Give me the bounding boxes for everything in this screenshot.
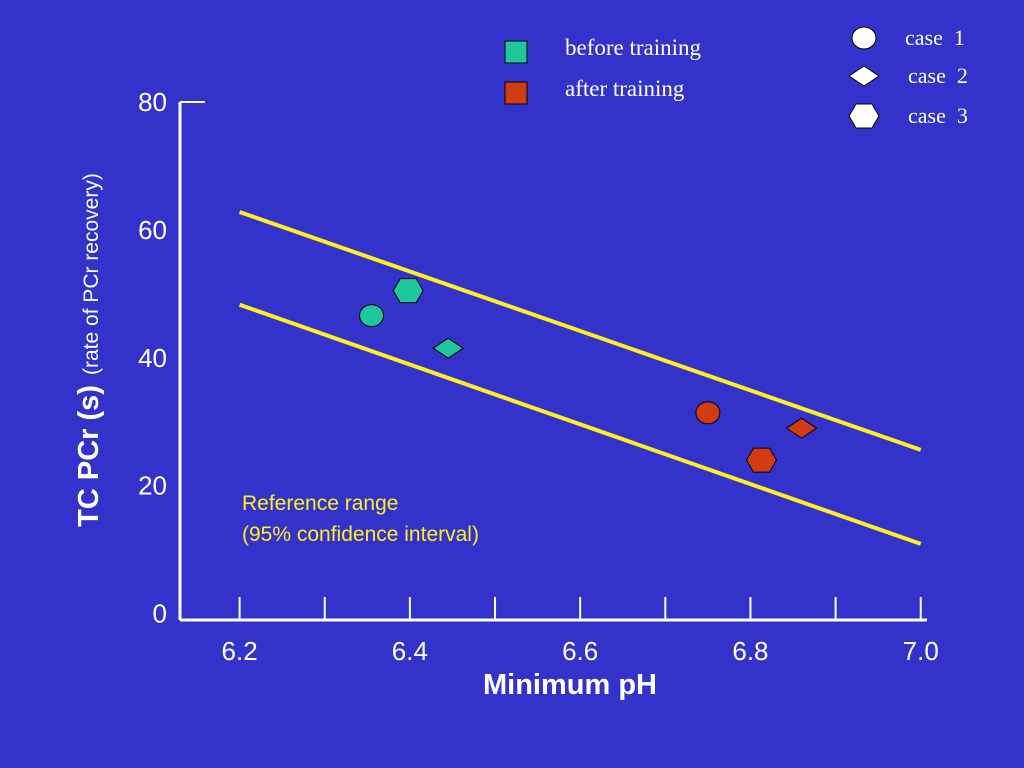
- legend-label: after training: [565, 76, 685, 101]
- y-axis-title: TC PCr (s): [73, 385, 105, 527]
- case-legend-marker: [851, 26, 877, 50]
- point: [745, 447, 778, 473]
- point: [785, 417, 818, 439]
- x-axis-label: Minimum pH: [483, 669, 657, 701]
- point: [359, 304, 385, 328]
- y-axis-subtitle: (rate of PCr recovery): [80, 173, 103, 375]
- point: [432, 337, 465, 359]
- legend-label: before training: [565, 35, 702, 60]
- x-tick-label: 6.4: [392, 636, 428, 666]
- point: [695, 401, 721, 425]
- legend-swatch: [504, 40, 528, 64]
- annotation: (95% confidence interval): [242, 523, 479, 546]
- case-legend-label: case 3: [908, 103, 968, 128]
- reference-line: [238, 302, 922, 546]
- x-tick-label: 7.0: [903, 636, 939, 666]
- y-tick-label: 20: [138, 471, 167, 501]
- x-tick-label: 6.8: [732, 636, 768, 666]
- case-legend-marker: [848, 65, 880, 87]
- y-axis-label: TC PCr (s) (rate of PCr recovery): [73, 173, 105, 527]
- x-tick-label: 6.6: [562, 636, 598, 666]
- case-legend-label: case 1: [905, 25, 965, 50]
- x-tick-label: 6.2: [222, 636, 258, 666]
- reference-line: [238, 210, 922, 452]
- y-tick-label: 60: [138, 215, 167, 245]
- legend-swatch: [504, 81, 528, 105]
- case-legend-marker: [848, 103, 880, 129]
- y-tick-label: 80: [138, 87, 167, 117]
- annotation: Reference range: [242, 492, 398, 515]
- point: [392, 278, 424, 304]
- y-tick-label: 40: [138, 343, 167, 373]
- y-tick-label: 0: [153, 599, 167, 629]
- case-legend-label: case 2: [908, 63, 968, 88]
